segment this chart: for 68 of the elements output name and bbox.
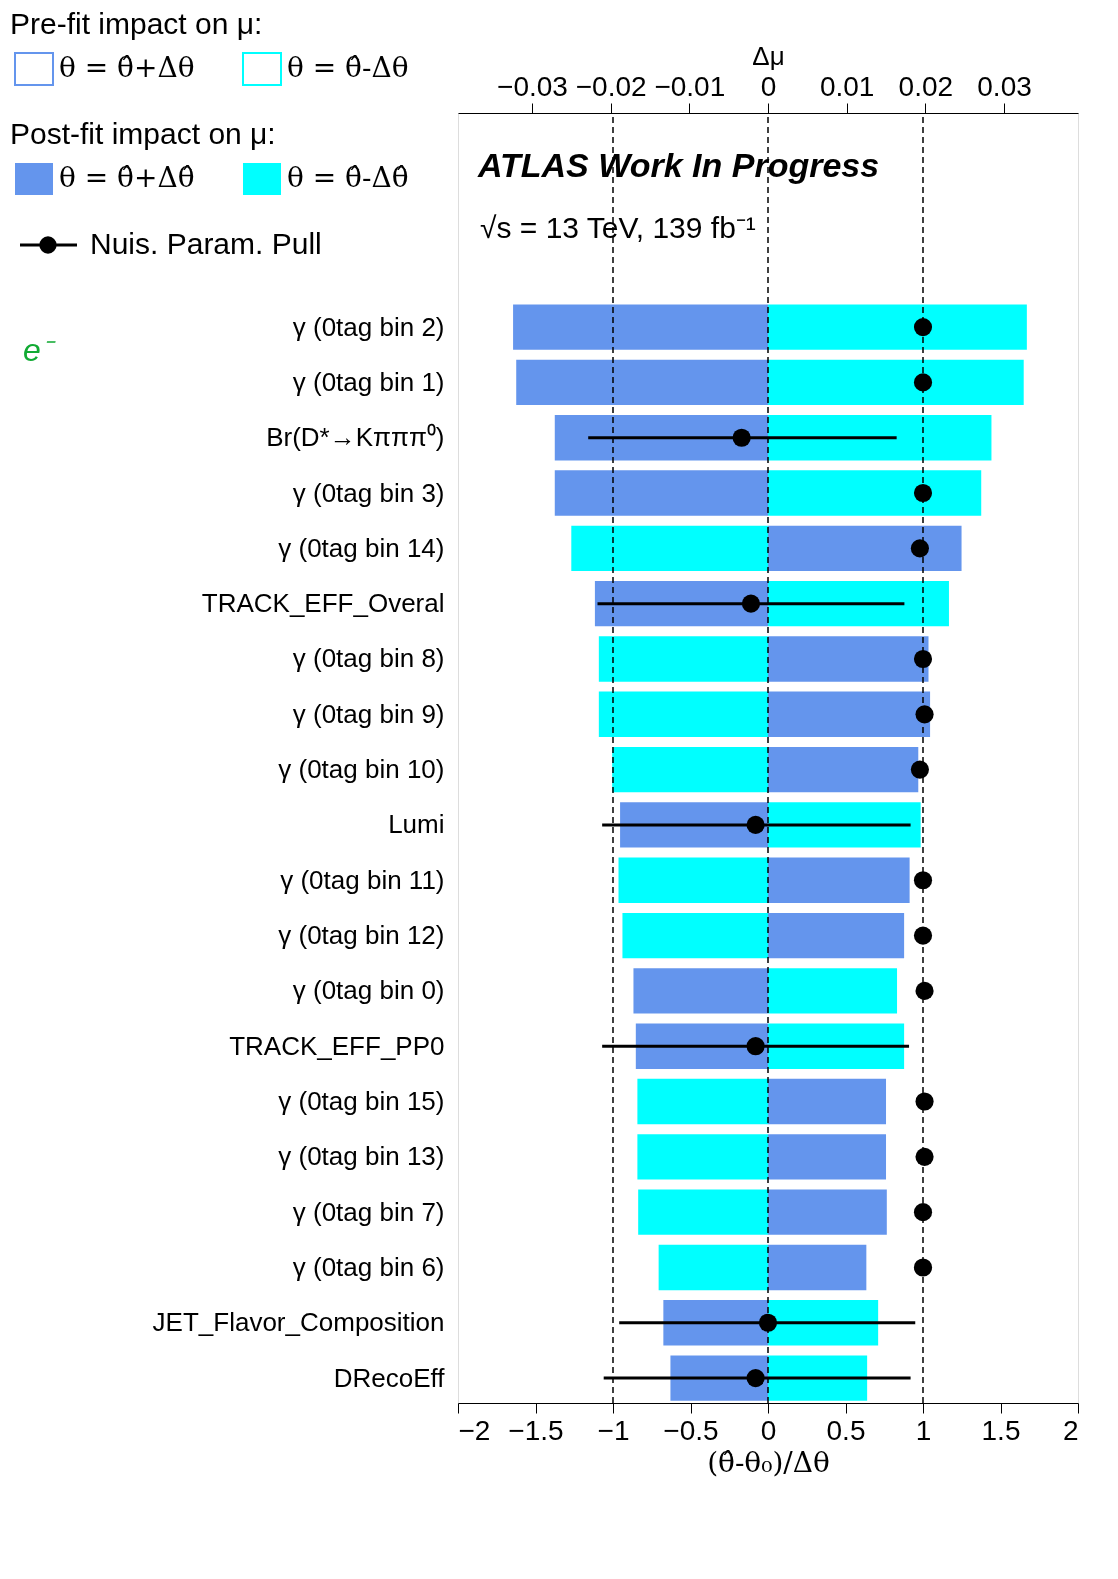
y-tick-label: γ (0tag bin 0) <box>292 975 445 1006</box>
text: Pre-fit impact on μ: <box>10 7 263 40</box>
x-tick-label: −1.5 <box>508 1414 564 1446</box>
x-tick-label: 1.5 <box>981 1414 1021 1446</box>
point <box>746 1037 765 1056</box>
legend-label: θ = θ̂+Δθ <box>59 51 195 84</box>
y-tick-label: γ (0tag bin 2) <box>292 311 445 342</box>
x-tick-label: −2 <box>458 1414 491 1446</box>
text: √s = 13 TeV, 139 fb⁻¹ <box>480 211 756 244</box>
legend-label: θ = θ̂-Δθ <box>287 51 409 84</box>
y-tick-label: γ (0tag bin 13) <box>278 1141 445 1172</box>
point <box>913 926 933 945</box>
y-tick-label: Lumi <box>388 809 445 840</box>
point <box>913 318 933 337</box>
text: ATLAS Work In Progress <box>477 146 880 184</box>
y-tick-label: γ (0tag bin 11) <box>280 864 445 895</box>
point <box>910 760 929 779</box>
y-tick-label: DRecoEff <box>333 1362 446 1393</box>
x2-axis-title: Δμ <box>752 40 785 71</box>
x-axis-title: (θ̂-θ₀)/Δθ <box>707 1445 830 1479</box>
text: e⁻ <box>23 332 56 368</box>
legend-label: Nuis. Param. Pull <box>90 227 322 260</box>
y-tick-label: γ (0tag bin 15) <box>278 1086 445 1117</box>
point <box>913 1203 933 1222</box>
point <box>910 539 929 558</box>
y-tick-label: γ (0tag bin 6) <box>292 1251 445 1282</box>
y-tick-label: γ (0tag bin 9) <box>292 698 445 729</box>
point <box>915 1092 934 1111</box>
x2-tick-label: 0.01 <box>819 70 875 102</box>
y-tick-label: TRACK_EFF_PP0 <box>229 1030 445 1061</box>
y-tick-label: TRACK_EFF_Overal <box>201 588 445 619</box>
point <box>758 1313 778 1332</box>
x2-tick-label: −0.03 <box>497 70 568 102</box>
x-tick-label: 0 <box>760 1414 777 1446</box>
y-tick-label: JET_Flavor_Composition <box>152 1307 445 1338</box>
x-tick-label: −0.5 <box>663 1414 719 1446</box>
y-tick-label: γ (0tag bin 10) <box>278 754 445 785</box>
x2-tick-label: 0.02 <box>898 70 954 102</box>
legend-label: θ = θ̂+Δθ̂ <box>59 161 195 194</box>
point <box>915 705 934 724</box>
x-tick-label: −1 <box>597 1414 630 1446</box>
point <box>913 1258 933 1277</box>
legend-label: θ = θ̂-Δθ̂ <box>287 161 409 194</box>
y-tick-label: γ (0tag bin 12) <box>278 920 445 951</box>
y-tick-label: γ (0tag bin 8) <box>292 643 445 674</box>
point <box>913 483 933 503</box>
point <box>915 981 934 1000</box>
point <box>915 1147 934 1166</box>
y-tick-label: Br(D*→Kπππ⁰) <box>266 422 445 453</box>
x2-tick-label: 0 <box>760 70 777 102</box>
x2-tick-label: −0.01 <box>654 70 726 102</box>
point <box>741 594 761 613</box>
x2-tick-label: −0.02 <box>575 70 647 102</box>
y-tick-label: γ (0tag bin 3) <box>292 477 445 508</box>
point <box>732 428 751 447</box>
y-tick-label: γ (0tag bin 7) <box>292 1196 445 1227</box>
point <box>913 871 933 890</box>
point <box>913 649 933 669</box>
point <box>746 1369 765 1388</box>
y-tick-label: γ (0tag bin 14) <box>278 532 445 563</box>
point <box>913 373 933 392</box>
x-tick-label: 2 <box>1062 1414 1079 1446</box>
x-tick-label: 0.5 <box>826 1414 866 1446</box>
point <box>746 815 765 834</box>
x2-tick-label: 0.03 <box>977 70 1032 102</box>
text: Post-fit impact on μ: <box>10 117 276 150</box>
x-tick-label: 1 <box>915 1414 932 1446</box>
y-tick-label: γ (0tag bin 1) <box>292 366 445 397</box>
